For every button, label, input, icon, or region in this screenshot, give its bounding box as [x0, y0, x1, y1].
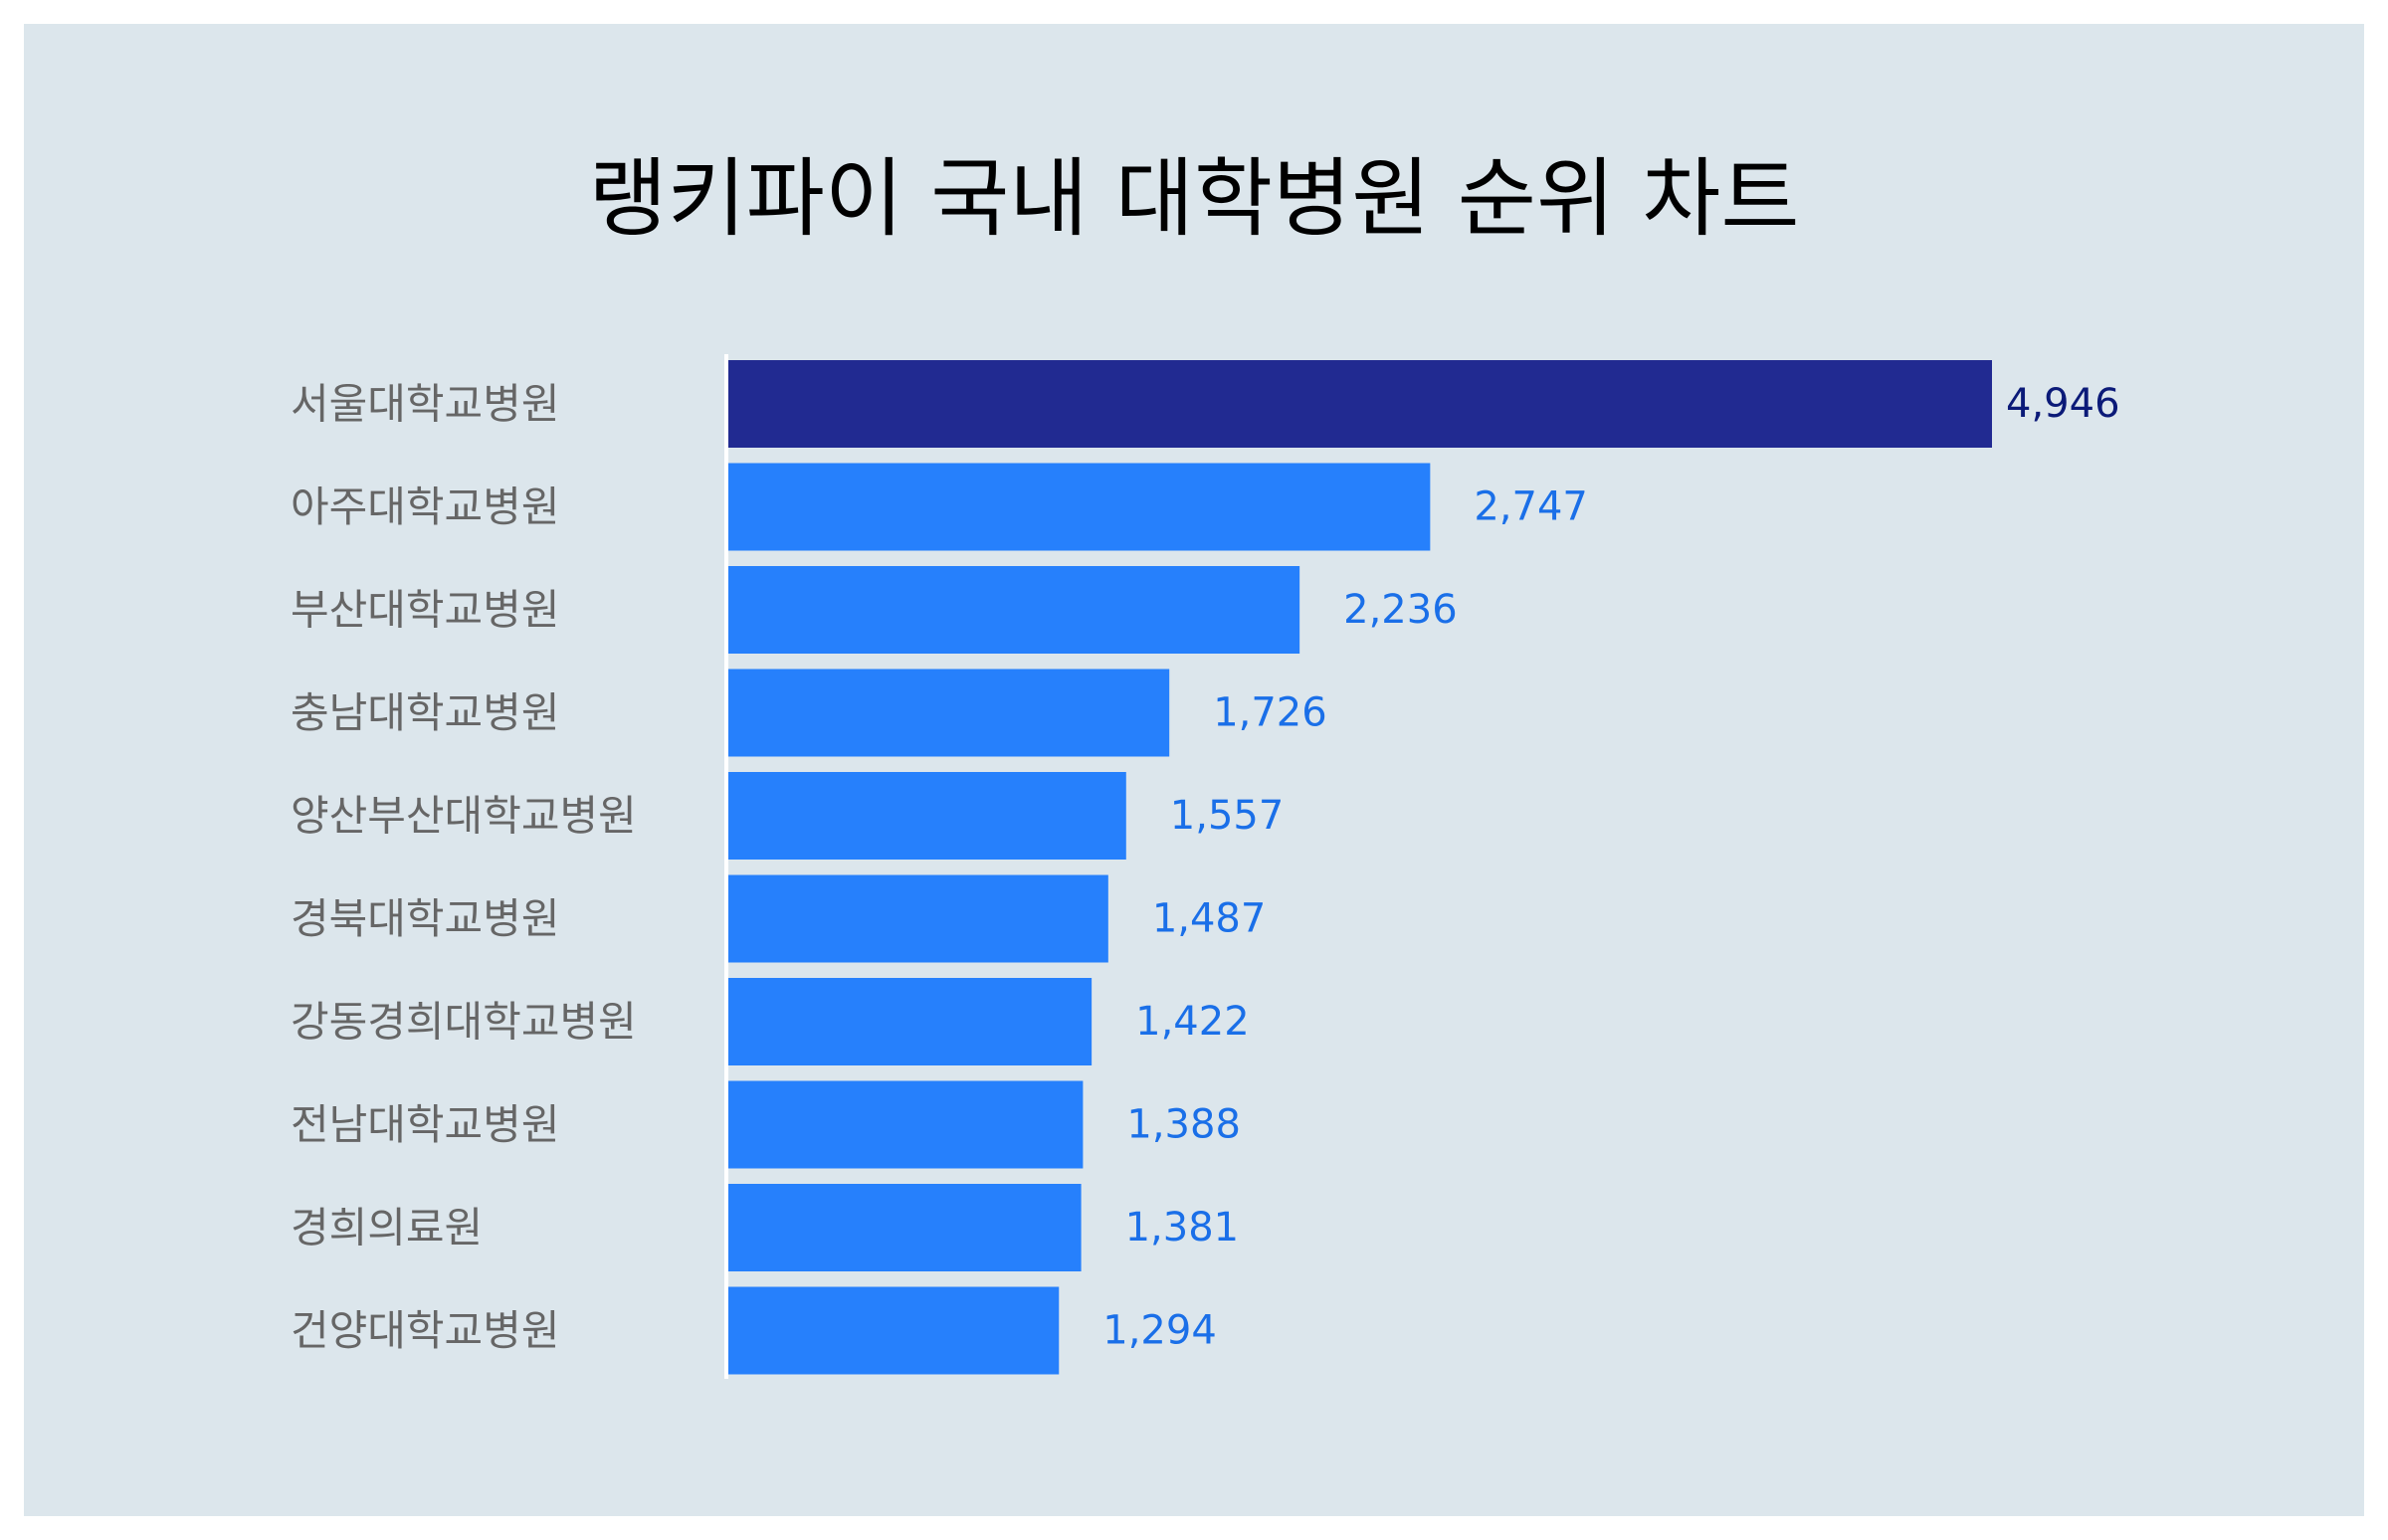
category-label-5: 양산부산대학교병원: [291, 792, 637, 841]
bar-8: [728, 1080, 1084, 1169]
bar-10: [728, 1286, 1060, 1375]
category-label-4: 충남대학교병원: [291, 688, 559, 737]
bar-2: [728, 463, 1431, 551]
value-label-4: 1,726: [1213, 690, 1327, 736]
value-label-7: 1,422: [1135, 999, 1250, 1045]
value-label-10: 1,294: [1102, 1308, 1217, 1354]
chart-panel: [24, 24, 2364, 1516]
value-label-5: 1,557: [1170, 793, 1285, 839]
chart-title: 랭키파이 국내 대학병원 순위 차트: [588, 149, 1800, 249]
category-label-9: 경희의료원: [291, 1204, 483, 1252]
bar-3: [728, 566, 1300, 654]
value-label-9: 1,381: [1125, 1205, 1240, 1251]
category-label-7: 강동경희대학교병원: [291, 998, 637, 1047]
bar-1: [728, 360, 1992, 448]
value-label-8: 1,388: [1126, 1102, 1241, 1148]
bar-6: [728, 874, 1108, 963]
category-label-6: 경북대학교병원: [291, 894, 559, 943]
value-label-1: 4,946: [2006, 381, 2120, 427]
bar-7: [728, 978, 1093, 1065]
bar-9: [728, 1184, 1082, 1271]
value-label-3: 2,236: [1343, 587, 1458, 633]
category-label-8: 전남대학교병원: [291, 1100, 559, 1149]
value-label-6: 1,487: [1152, 896, 1267, 942]
value-label-2: 2,747: [1474, 484, 1588, 530]
category-label-10: 건양대학교병원: [291, 1306, 559, 1355]
category-label-3: 부산대학교병원: [291, 586, 559, 635]
category-label-1: 서울대학교병원: [291, 380, 559, 429]
bar-5: [728, 772, 1126, 860]
bar-4: [728, 669, 1170, 757]
category-label-2: 아주대학교병원: [291, 482, 559, 531]
bars-layer: 서울대학교병원 4,946 아주대학교병원 2,747 부산대학교병원 2,236 충남대학…: [291, 360, 2120, 1375]
